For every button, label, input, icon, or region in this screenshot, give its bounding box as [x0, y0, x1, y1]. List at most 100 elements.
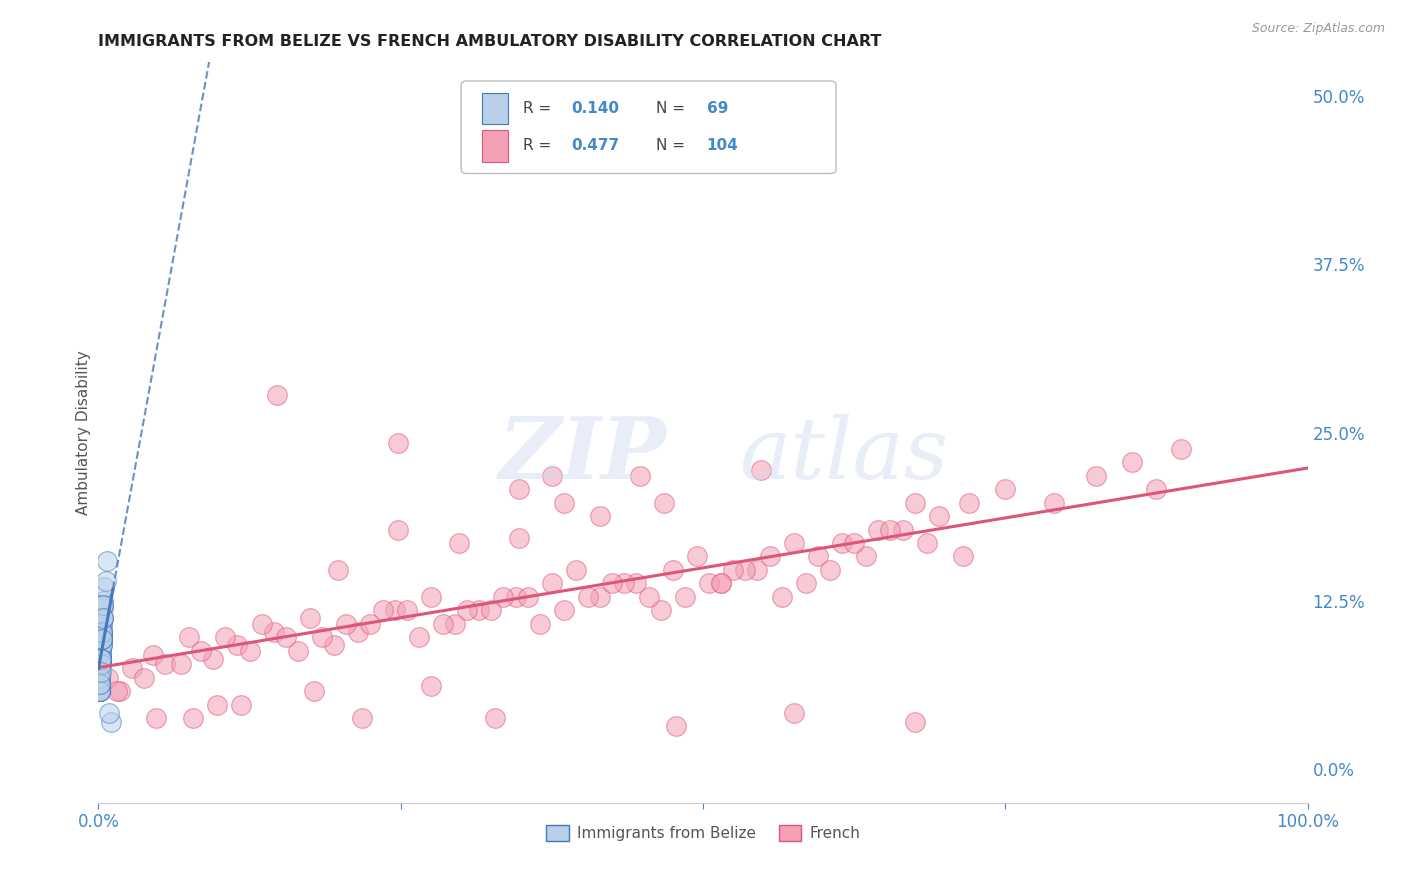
- Point: [302, 684, 325, 698]
- Text: 104: 104: [707, 138, 738, 153]
- Text: 69: 69: [707, 101, 728, 116]
- Point: [89, 671, 111, 685]
- Point: [89, 671, 111, 685]
- Point: [94, 574, 117, 588]
- Text: atlas: atlas: [740, 414, 949, 496]
- Point: [90, 652, 112, 666]
- Point: [508, 482, 530, 496]
- Text: ZIP: ZIP: [499, 413, 666, 497]
- Point: [602, 576, 624, 591]
- Point: [335, 616, 357, 631]
- Legend: Immigrants from Belize, French: Immigrants from Belize, French: [540, 819, 866, 847]
- Point: [90, 657, 112, 672]
- Point: [734, 563, 756, 577]
- Point: [794, 576, 817, 591]
- Point: [650, 603, 672, 617]
- Point: [758, 549, 780, 564]
- Point: [91, 637, 114, 651]
- Point: [134, 671, 156, 685]
- Point: [169, 657, 191, 672]
- Point: [347, 624, 370, 639]
- Point: [91, 632, 114, 646]
- Point: [553, 603, 575, 617]
- Point: [904, 714, 927, 729]
- Point: [807, 549, 830, 564]
- Point: [299, 611, 322, 625]
- Point: [90, 652, 112, 666]
- Text: IMMIGRANTS FROM BELIZE VS FRENCH AMBULATORY DISABILITY CORRELATION CHART: IMMIGRANTS FROM BELIZE VS FRENCH AMBULAT…: [98, 34, 882, 49]
- FancyBboxPatch shape: [482, 130, 509, 161]
- Point: [323, 638, 346, 652]
- Point: [90, 652, 112, 666]
- Point: [387, 436, 409, 450]
- Point: [274, 630, 297, 644]
- Point: [205, 698, 228, 712]
- Point: [202, 652, 225, 666]
- Point: [90, 652, 112, 666]
- Point: [868, 523, 890, 537]
- Point: [287, 643, 309, 657]
- Point: [89, 665, 111, 680]
- Point: [589, 590, 612, 604]
- Point: [89, 677, 111, 691]
- Point: [481, 603, 503, 617]
- Point: [1042, 495, 1064, 509]
- Point: [831, 536, 853, 550]
- Point: [395, 603, 418, 617]
- Point: [90, 652, 112, 666]
- Point: [928, 509, 950, 524]
- Point: [89, 684, 111, 698]
- Point: [540, 468, 562, 483]
- Point: [844, 536, 866, 550]
- Point: [782, 536, 804, 550]
- Point: [589, 509, 612, 524]
- Point: [456, 603, 478, 617]
- Point: [90, 652, 112, 666]
- Point: [311, 630, 333, 644]
- Point: [214, 630, 236, 644]
- Point: [91, 624, 114, 639]
- Point: [90, 648, 112, 662]
- Point: [468, 603, 491, 617]
- Point: [432, 616, 454, 631]
- Point: [105, 684, 128, 698]
- Point: [89, 677, 111, 691]
- Point: [1170, 442, 1192, 456]
- Text: 0.477: 0.477: [571, 138, 619, 153]
- Point: [89, 684, 111, 698]
- Point: [891, 523, 914, 537]
- Point: [91, 611, 114, 625]
- Point: [91, 627, 114, 641]
- Point: [505, 590, 527, 604]
- FancyBboxPatch shape: [461, 81, 837, 173]
- Point: [89, 677, 111, 691]
- Point: [957, 495, 980, 509]
- Point: [90, 657, 112, 672]
- Point: [142, 648, 165, 662]
- Point: [387, 523, 409, 537]
- Point: [91, 611, 114, 625]
- Point: [91, 632, 114, 646]
- Point: [553, 495, 575, 509]
- Point: [91, 627, 114, 641]
- Point: [855, 549, 877, 564]
- Point: [408, 630, 430, 644]
- Point: [266, 388, 288, 402]
- Point: [91, 632, 114, 646]
- Point: [108, 684, 131, 698]
- Point: [239, 643, 262, 657]
- Point: [90, 657, 112, 672]
- Point: [723, 563, 745, 577]
- Point: [91, 624, 114, 639]
- Text: R =: R =: [523, 138, 555, 153]
- Point: [90, 665, 112, 680]
- Point: [626, 576, 648, 591]
- Point: [818, 563, 841, 577]
- Point: [565, 563, 588, 577]
- Point: [384, 603, 406, 617]
- Point: [90, 652, 112, 666]
- Text: R =: R =: [523, 101, 555, 116]
- Point: [89, 677, 111, 691]
- Point: [613, 576, 636, 591]
- Point: [91, 598, 114, 612]
